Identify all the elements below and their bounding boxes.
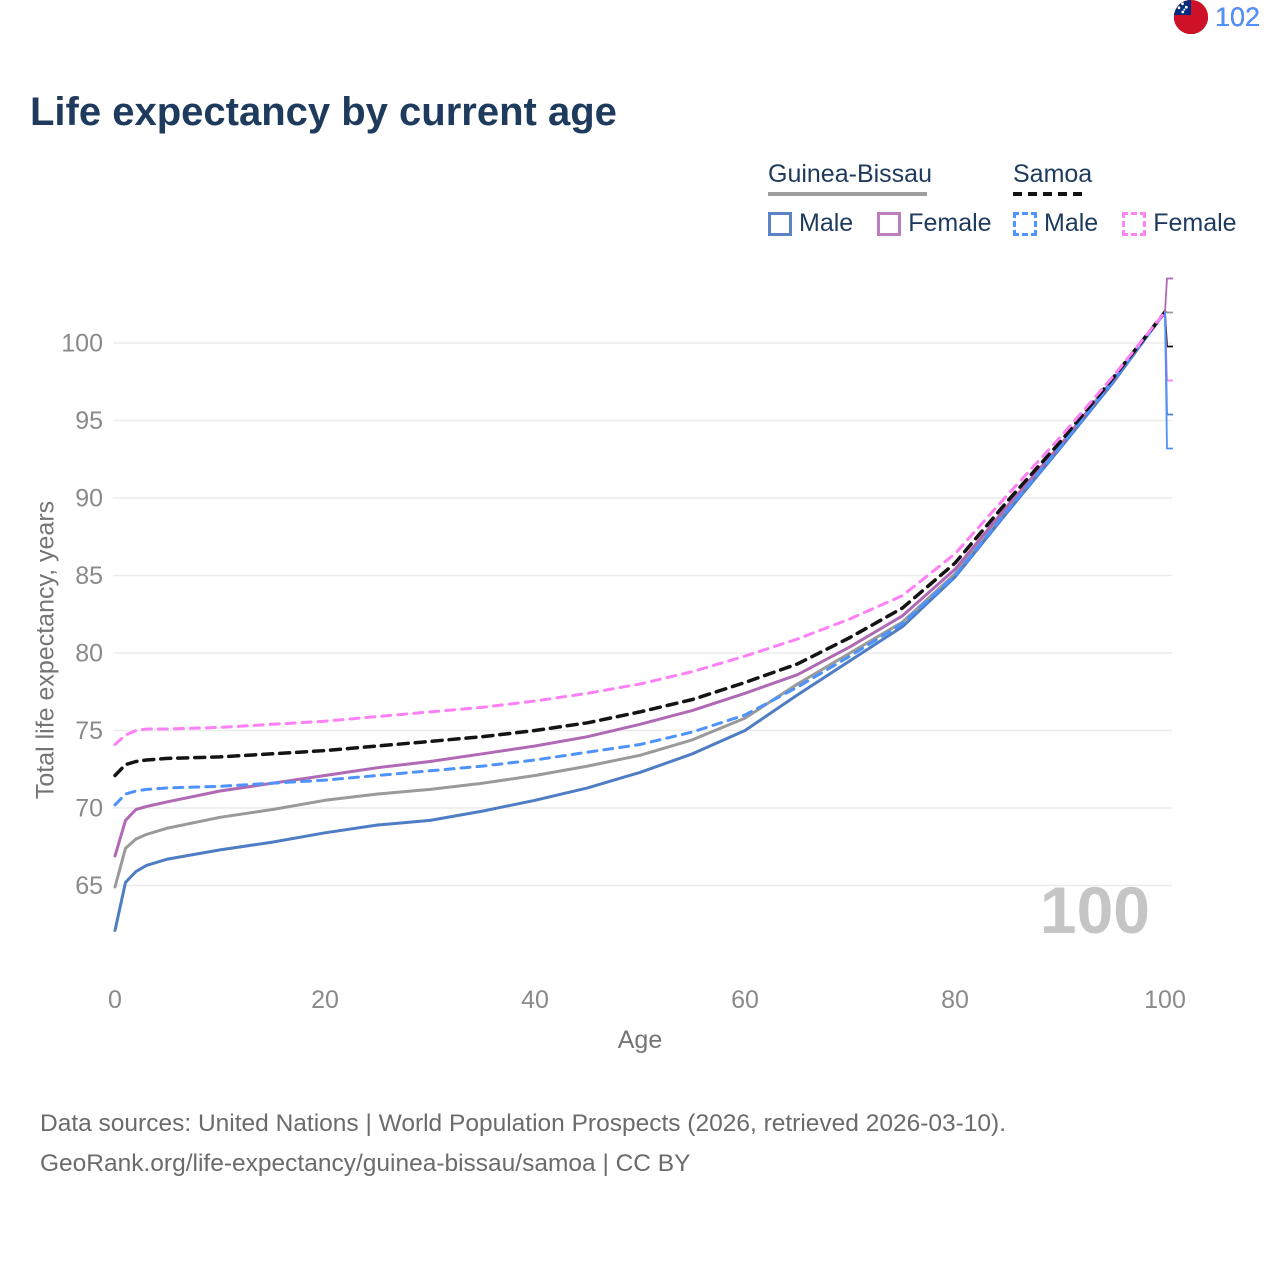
x-tick-label: 100 xyxy=(1144,986,1186,1014)
legend-header-guinea-bissau: Guinea-Bissau xyxy=(768,160,932,188)
series-line-guinea-bissau-male[interactable] xyxy=(113,310,1167,932)
x-tick-label: 0 xyxy=(108,986,122,1014)
legend-label-female: Female xyxy=(1153,209,1237,237)
series-line-guinea-bissau-female[interactable] xyxy=(113,310,1167,858)
legend-item-samoa-male[interactable]: Male xyxy=(1013,209,1098,238)
legend-label-male: Male xyxy=(799,209,854,237)
samoa-flag-icon xyxy=(1174,0,1208,34)
y-axis-title: Total life expectancy, years xyxy=(31,500,60,800)
end-value: 102 xyxy=(1215,1,1261,32)
swatch-solid-blue xyxy=(768,211,792,236)
legend-items-samoa: Male Female xyxy=(1013,209,1261,238)
legend-underline-dashed xyxy=(1013,192,1085,196)
x-tick-label: 60 xyxy=(731,986,759,1014)
leader-line xyxy=(1164,277,1173,313)
end-value: 102 xyxy=(1215,1,1261,32)
swatch-dashed-pink xyxy=(1122,211,1147,236)
legend-label-male: Male xyxy=(1044,209,1099,237)
end-value: 102 xyxy=(1215,1,1261,32)
y-tick-label: 100 xyxy=(61,330,103,358)
y-tick-label: 70 xyxy=(75,795,103,823)
y-tick-label: 85 xyxy=(75,562,103,590)
legend-group-samoa: Samoa Male Female xyxy=(1013,160,1261,238)
legend-item-guinea-bissau-male[interactable]: Male xyxy=(768,209,853,238)
series-line-samoa-female[interactable] xyxy=(113,310,1167,746)
x-axis-title: Age xyxy=(617,1026,663,1054)
legend-underline-solid xyxy=(768,192,927,196)
end-label-row-samoa-male: 102 xyxy=(1174,0,1260,34)
end-value: 102 xyxy=(1215,1,1261,32)
series-line-samoa[interactable] xyxy=(113,310,1167,778)
end-value: 102 xyxy=(1215,1,1261,32)
x-tick-label: 40 xyxy=(521,986,549,1014)
y-tick-label: 80 xyxy=(75,640,103,668)
swatch-solid-purple xyxy=(877,211,902,236)
leader-line xyxy=(1164,311,1173,450)
legend-group-guinea-bissau: Guinea-Bissau Male Female xyxy=(768,160,1016,238)
swatch-dashed-blue xyxy=(1013,211,1037,236)
legend-items-guinea-bissau: Male Female xyxy=(768,209,1016,238)
legend-item-guinea-bissau-female[interactable]: Female xyxy=(877,209,992,238)
x-tick-label: 20 xyxy=(311,986,339,1014)
leader-line xyxy=(1164,311,1173,314)
footer: Data sources: United Nations | World Pop… xyxy=(40,1104,1006,1184)
age-watermark: 100 xyxy=(1039,873,1150,947)
legend-label-female: Female xyxy=(908,209,992,237)
series-line-guinea-bissau[interactable] xyxy=(113,310,1167,889)
series-line-samoa-male[interactable] xyxy=(113,310,1167,807)
y-tick-label: 90 xyxy=(75,485,103,513)
y-tick-label: 65 xyxy=(75,872,103,900)
y-tick-label: 95 xyxy=(75,407,103,435)
page-title: Life expectancy by current age xyxy=(30,90,617,134)
footer-sources-line: Data sources: United Nations | World Pop… xyxy=(40,1110,1007,1137)
end-value: 102 xyxy=(1215,1,1261,32)
legend-header-samoa: Samoa xyxy=(1013,160,1093,188)
x-tick-label: 80 xyxy=(941,986,969,1014)
footer-url-line: GeoRank.org/life-expectancy/guinea-bissa… xyxy=(40,1150,691,1177)
legend-item-samoa-female[interactable]: Female xyxy=(1122,209,1237,238)
y-tick-label: 75 xyxy=(75,717,103,745)
